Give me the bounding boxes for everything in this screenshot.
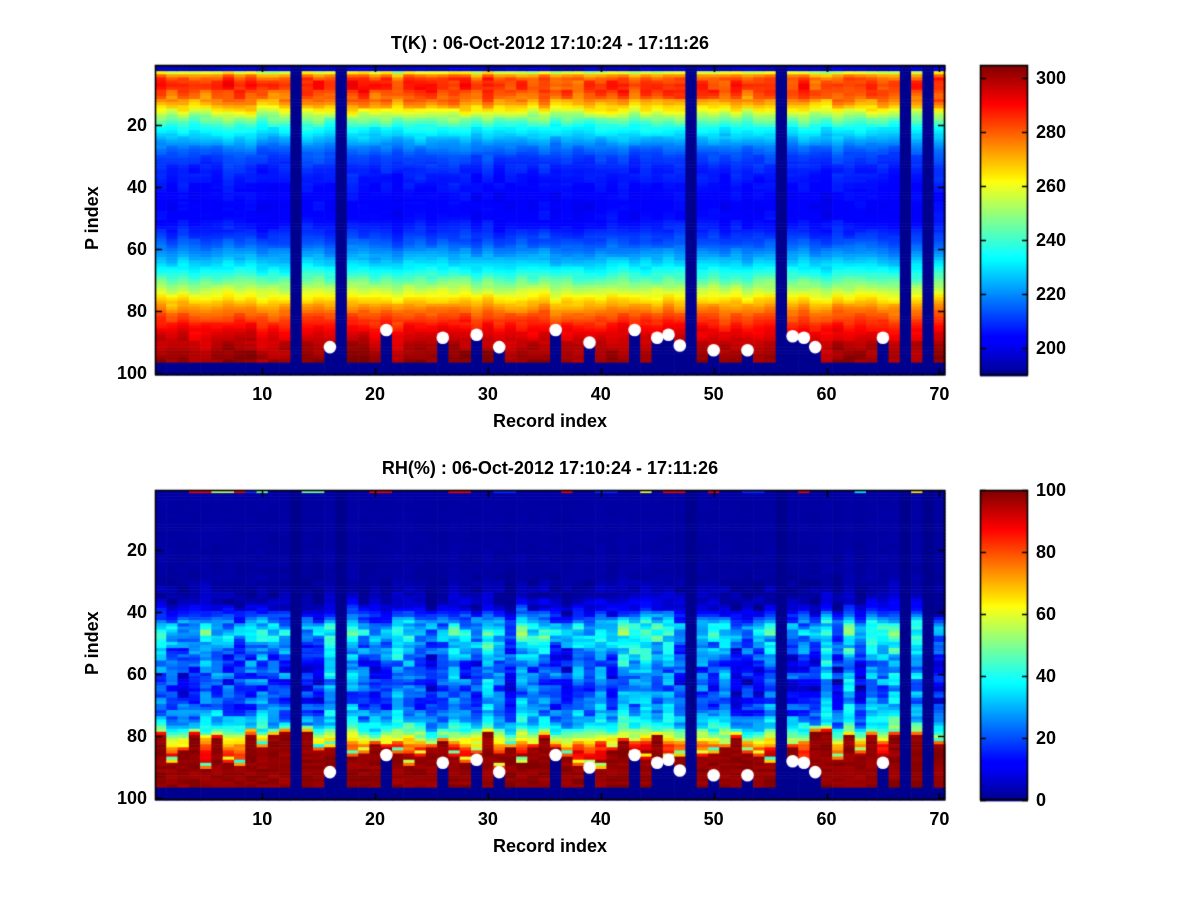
x-tick-label: 30 xyxy=(477,384,498,404)
temperature-title: T(K) : 06-Oct-2012 17:10:24 - 17:11:26 xyxy=(390,33,710,53)
x-tick-label: 70 xyxy=(929,384,950,404)
y-tick-label: 100 xyxy=(116,788,147,809)
y-tick-label: 60 xyxy=(126,239,147,260)
x-tick-label: 20 xyxy=(365,809,386,829)
y-tick-label: 60 xyxy=(126,664,147,685)
y-tick-label: 20 xyxy=(126,115,147,136)
x-tick-label: 50 xyxy=(703,384,724,404)
x-tick-label: 20 xyxy=(365,384,386,404)
colorbar-tick-label: 40 xyxy=(1036,666,1057,686)
x-tick-label: 70 xyxy=(929,809,950,829)
colorbar-tick-label: 20 xyxy=(1036,728,1057,748)
x-tick-label: 40 xyxy=(590,384,611,404)
x-tick-label: 60 xyxy=(816,809,837,829)
temperature-x-axis-label: Record index xyxy=(492,411,608,431)
x-tick-label: 60 xyxy=(816,384,837,404)
y-tick-label: 80 xyxy=(126,726,147,747)
colorbar-tick-label: 0 xyxy=(1036,790,1047,810)
x-tick-label: 30 xyxy=(477,809,498,829)
y-tick-label: 40 xyxy=(126,177,147,198)
y-tick-label: 100 xyxy=(116,363,147,384)
colorbar-tick-label: 260 xyxy=(1036,176,1067,197)
colorbar-tick-label: 280 xyxy=(1036,122,1067,143)
colorbar-tick-label: 300 xyxy=(1036,68,1067,89)
x-tick-label: 50 xyxy=(703,809,724,829)
temperature-y-axis-label: P index xyxy=(82,186,102,250)
y-tick-label: 20 xyxy=(126,540,147,561)
y-tick-label: 40 xyxy=(126,602,147,623)
humidity-title: RH(%) : 06-Oct-2012 17:10:24 - 17:11:26 xyxy=(381,458,719,478)
x-tick-label: 10 xyxy=(252,384,273,404)
colorbar-tick-label: 80 xyxy=(1036,542,1057,562)
colorbar-tick-label: 200 xyxy=(1036,338,1067,359)
colorbar-tick-label: 220 xyxy=(1036,284,1067,305)
x-tick-label: 40 xyxy=(590,809,611,829)
colorbar-tick-label: 100 xyxy=(1036,480,1067,500)
humidity-y-axis-label: P index xyxy=(82,611,102,675)
colorbar-tick-label: 60 xyxy=(1036,604,1057,624)
y-tick-label: 80 xyxy=(126,301,147,322)
colorbar-tick-label: 240 xyxy=(1036,230,1067,251)
humidity-x-axis-label: Record index xyxy=(492,836,608,856)
x-tick-label: 10 xyxy=(252,809,273,829)
